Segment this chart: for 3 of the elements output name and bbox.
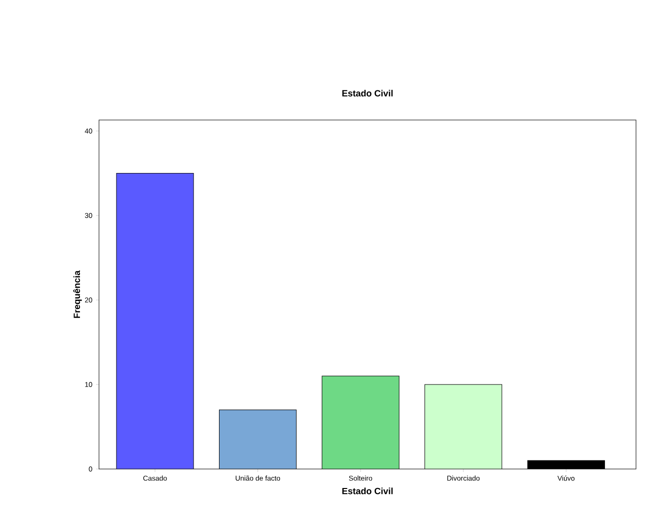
- x-axis-title: Estado Civil: [342, 488, 393, 494]
- y-axis-title: Frequência: [73, 270, 82, 318]
- chart-title: Estado Civil: [342, 90, 393, 96]
